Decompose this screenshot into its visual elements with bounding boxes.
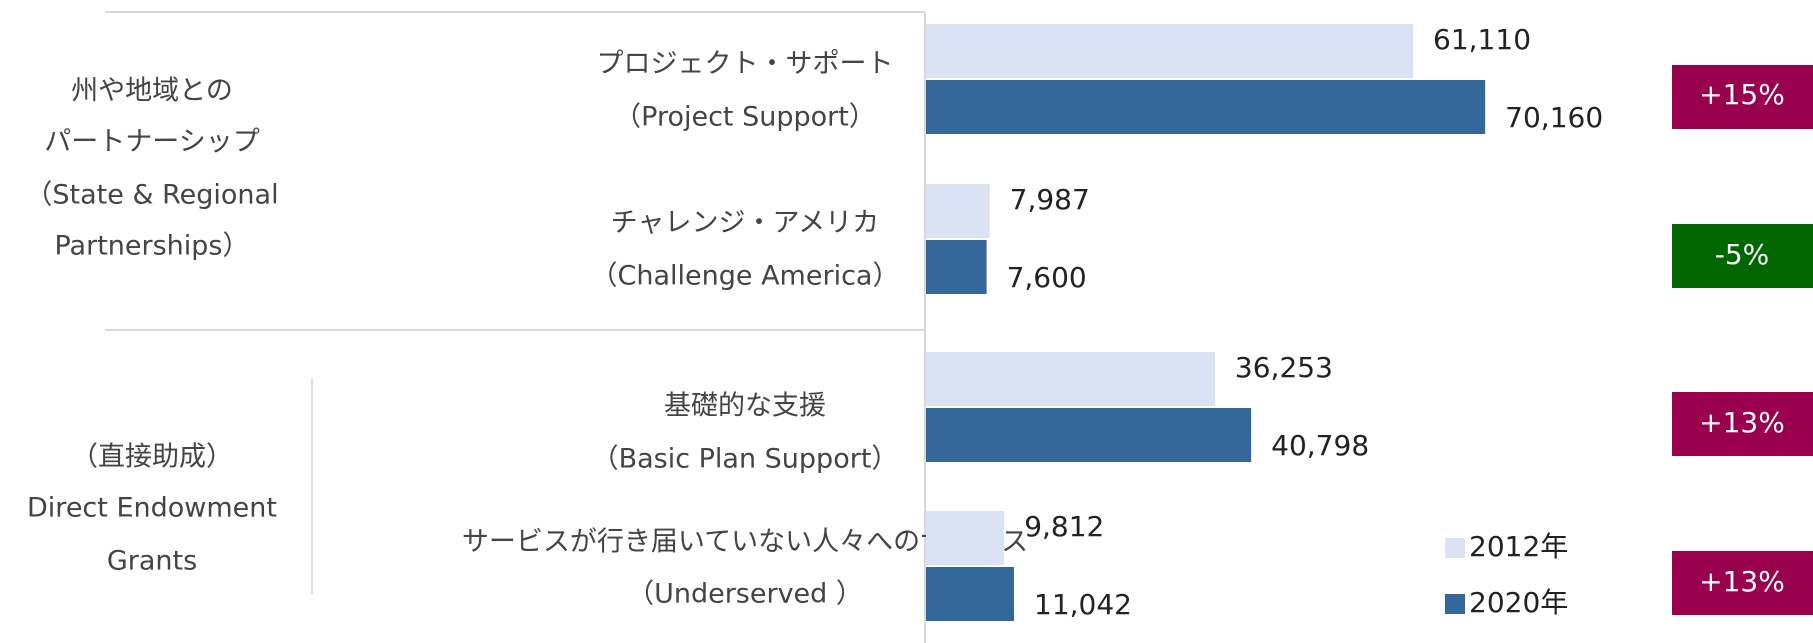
change-label: +13% [1699, 406, 1785, 439]
group-label: Direct Endowment [27, 493, 277, 524]
change-badge [1672, 551, 1813, 615]
category-label: （Underserved ） [627, 579, 863, 610]
bar [926, 240, 987, 294]
bar [926, 80, 1486, 134]
group-label: Partnerships） [54, 231, 249, 262]
legend-swatch [1445, 538, 1465, 558]
change-label: -5% [1715, 238, 1770, 271]
change-badge [1672, 392, 1813, 456]
value-label: 7,987 [1010, 183, 1090, 216]
value-label: 9,812 [1024, 510, 1104, 543]
bar [926, 511, 1005, 565]
change-label: +13% [1699, 565, 1785, 598]
value-label: 70,160 [1505, 101, 1603, 134]
category-label: チャレンジ・アメリカ [611, 208, 879, 239]
value-label: 7,600 [1007, 261, 1087, 294]
category-label: （Project Support） [614, 102, 876, 133]
change-label: +15% [1699, 78, 1785, 111]
value-label: 36,253 [1235, 351, 1333, 384]
group-label: パートナーシップ [44, 127, 259, 158]
value-label: 61,110 [1433, 23, 1531, 56]
category-label: （Basic Plan Support） [592, 444, 899, 475]
bar [926, 352, 1215, 406]
change-badge [1672, 65, 1813, 129]
category-label: （Challenge America） [591, 261, 900, 292]
category-label: 基礎的な支援 [664, 391, 826, 422]
value-label: 40,798 [1271, 429, 1369, 462]
legend-label: 2020年 [1469, 586, 1568, 619]
legend-label: 2012年 [1469, 530, 1568, 563]
group-label: 州や地域との [71, 76, 233, 107]
change-badge [1672, 224, 1813, 288]
legend-swatch [1445, 594, 1465, 614]
bar [926, 408, 1252, 462]
category-label: プロジェクト・サポート [597, 49, 894, 80]
bar [926, 184, 990, 238]
value-label: 11,042 [1034, 588, 1132, 621]
bar [926, 24, 1414, 78]
group-label: Grants [107, 546, 197, 577]
group-label: （State & Regional [25, 180, 278, 211]
bar [926, 567, 1015, 621]
group-label: （直接助成） [71, 442, 233, 473]
